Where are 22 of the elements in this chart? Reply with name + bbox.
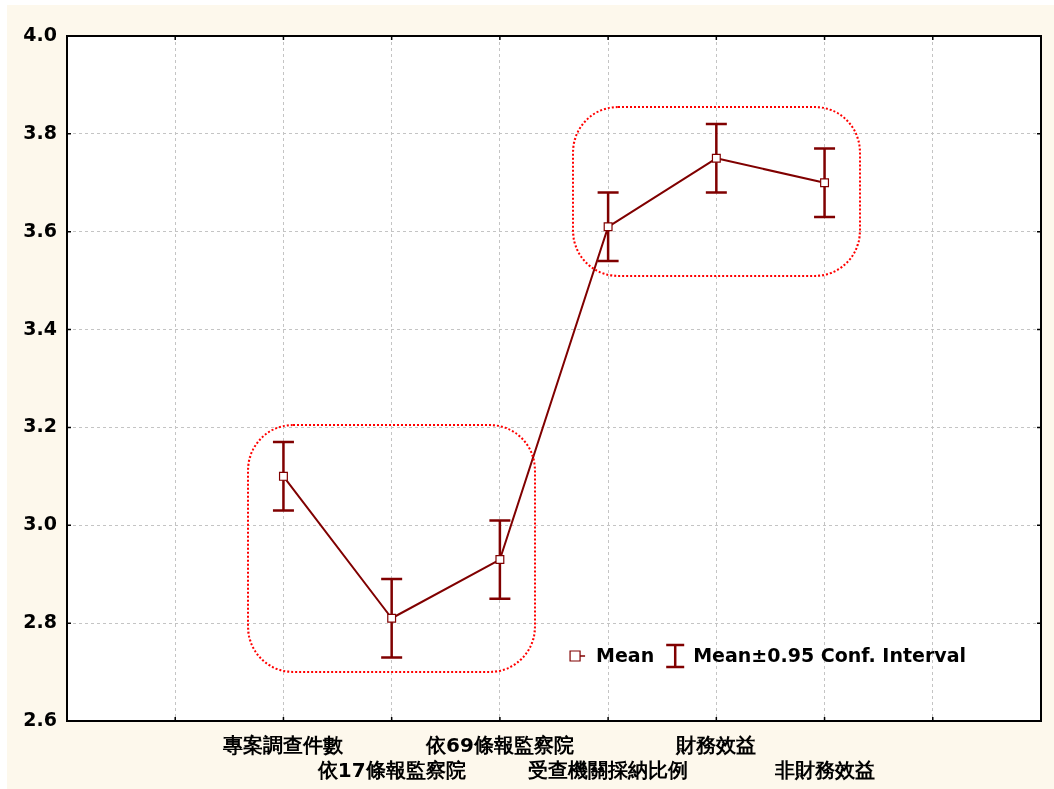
legend-label: Mean [596,643,655,666]
x-tick-label: 財務效益 [675,732,757,757]
y-tick-label: 3.4 [23,316,57,339]
point [387,613,397,623]
y-tick-label: 3.8 [23,120,57,143]
point [278,471,288,481]
y-tick-label: 3.6 [23,218,57,241]
x-tick-label: 依17條報監察院 [316,757,466,782]
y-tick-label: 4.0 [23,22,57,45]
y-tick-label: 2.6 [23,707,57,730]
x-tick-label: 專案調查件數 [222,732,345,757]
y-tick-label: 2.8 [23,610,57,633]
annotation: Mean±0.95 Conf. Interval [693,643,967,666]
x-tick-label: 受查機關採納比例 [528,757,689,782]
x-tick-label: 非財務效益 [773,757,875,782]
point [820,178,830,188]
point [711,153,721,163]
point [603,222,613,232]
y-tick-label: 3.2 [23,414,57,437]
x-tick-label: 依69條報監察院 [424,732,574,757]
point [495,555,505,565]
y-tick-label: 3.0 [23,512,57,535]
